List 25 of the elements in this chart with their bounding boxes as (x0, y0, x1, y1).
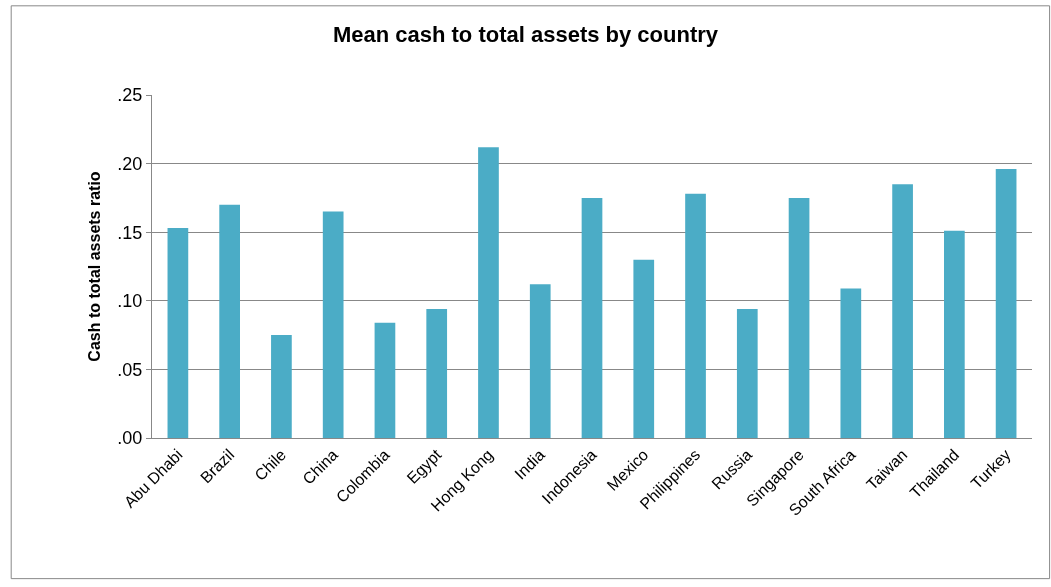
bar (581, 197, 603, 438)
bar (167, 228, 189, 438)
bar (944, 230, 965, 438)
chart-title: Mean cash to total assets by country (332, 21, 719, 47)
bar (995, 169, 1017, 438)
bar (892, 184, 913, 438)
bar (788, 197, 810, 438)
bar (219, 204, 240, 438)
bar (426, 309, 448, 438)
y-tick-label: .25 (117, 85, 143, 106)
bar (633, 259, 655, 438)
bar (529, 284, 551, 438)
y-tick-label: .10 (117, 291, 143, 312)
bar (840, 288, 862, 438)
y-tick-label: .15 (117, 222, 143, 243)
bar (736, 309, 758, 438)
bar (685, 193, 706, 438)
y-tick-label: .00 (117, 428, 143, 449)
y-tick-label: .20 (117, 153, 143, 174)
bar (322, 211, 344, 438)
bar (374, 322, 396, 438)
bar (271, 335, 292, 438)
y-tick-label: .05 (117, 359, 143, 380)
bar (478, 147, 499, 438)
y-axis-title: Cash to total assets ratio (86, 171, 104, 362)
